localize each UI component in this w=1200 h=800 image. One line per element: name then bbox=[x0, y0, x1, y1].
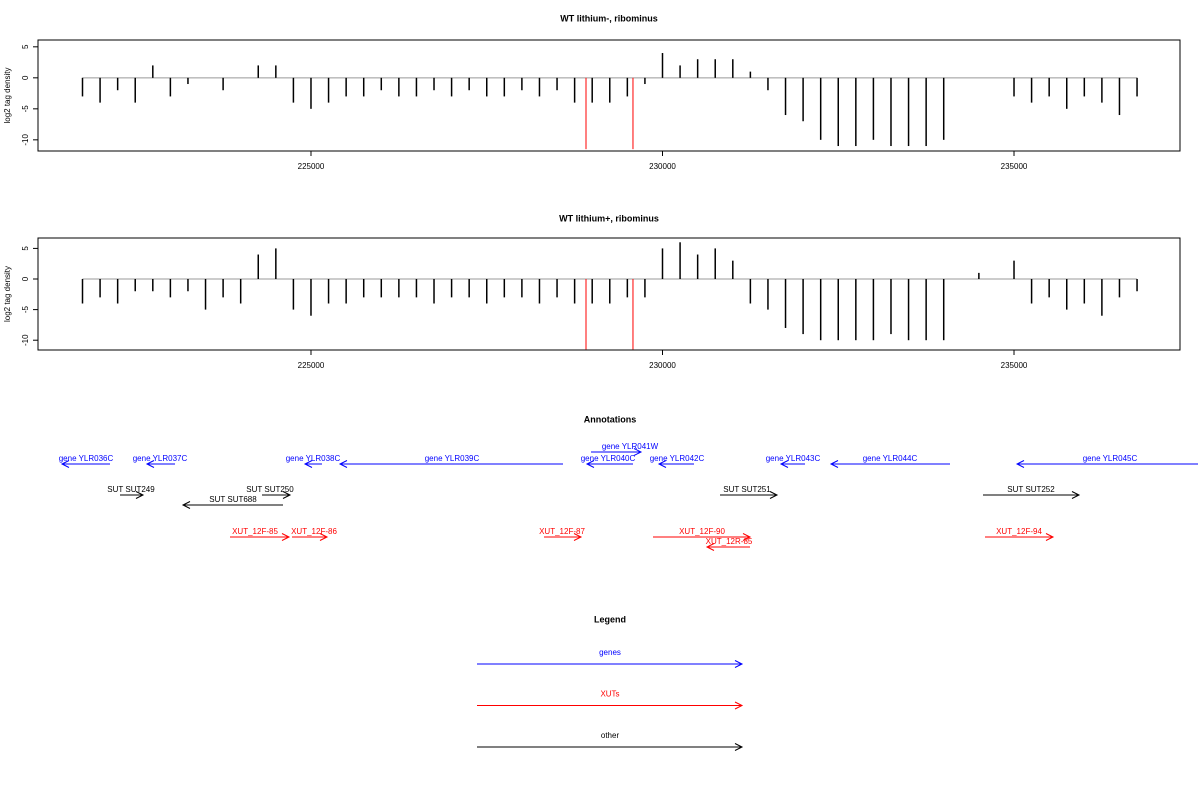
feature-label: gene YLR042C bbox=[650, 454, 705, 463]
feature-label: gene YLR045C bbox=[1083, 454, 1138, 463]
legend-label: genes bbox=[599, 648, 621, 657]
feature-arrow bbox=[120, 491, 145, 499]
feature-arrow bbox=[262, 491, 292, 499]
feature-arrow bbox=[338, 460, 563, 468]
y-tick-label: 0 bbox=[21, 75, 30, 80]
feature-label: SUT SUT249 bbox=[107, 485, 155, 494]
y-tick-label: -5 bbox=[21, 306, 30, 314]
feature-arrow bbox=[591, 448, 643, 456]
feature-label: XUT_12R-85 bbox=[706, 537, 753, 546]
legend-arrow bbox=[477, 701, 744, 710]
x-tick-label: 235000 bbox=[1001, 162, 1028, 171]
feature-arrow bbox=[829, 460, 950, 468]
legend-label: other bbox=[601, 731, 620, 740]
y-axis-label: log2 tag density bbox=[3, 266, 12, 322]
feature-label: XUT_12F-87 bbox=[539, 527, 585, 536]
feature-arrow bbox=[653, 533, 752, 541]
feature-label: XUT_12F-85 bbox=[232, 527, 278, 536]
chart-title: WT lithium+, ribominus bbox=[559, 213, 659, 223]
plot-frame bbox=[37, 39, 1181, 152]
y-tick-label: -10 bbox=[21, 134, 30, 146]
feature-label: gene YLR043C bbox=[766, 454, 821, 463]
feature-label: SUT SUT252 bbox=[1007, 485, 1055, 494]
feature-label: gene YLR044C bbox=[863, 454, 918, 463]
x-tick-label: 225000 bbox=[298, 162, 325, 171]
feature-arrow bbox=[145, 460, 175, 468]
feature-label: gene YLR038C bbox=[286, 454, 341, 463]
feature-arrow bbox=[544, 533, 583, 541]
plot-frame bbox=[37, 237, 1181, 351]
legend-arrow bbox=[477, 660, 744, 668]
annotations-title: Annotations bbox=[584, 414, 637, 424]
feature-label: gene YLR040C bbox=[581, 454, 636, 463]
feature-label: XUT_12F-86 bbox=[291, 527, 337, 536]
y-tick-label: 5 bbox=[21, 246, 30, 251]
feature-arrow bbox=[60, 460, 110, 468]
feature-label: XUT_12F-94 bbox=[996, 527, 1042, 536]
x-tick-label: 225000 bbox=[298, 361, 325, 370]
feature-arrow bbox=[983, 491, 1081, 499]
x-tick-label: 230000 bbox=[649, 162, 676, 171]
x-tick-label: 230000 bbox=[649, 361, 676, 370]
legend-title: Legend bbox=[594, 614, 626, 624]
feature-arrow bbox=[230, 533, 291, 541]
feature-arrow bbox=[657, 460, 694, 468]
y-tick-label: -10 bbox=[21, 334, 30, 346]
feature-arrow bbox=[985, 533, 1055, 541]
feature-label: gene YLR037C bbox=[133, 454, 188, 463]
feature-label: XUT_12F-90 bbox=[679, 527, 725, 536]
legend-label: XUTs bbox=[600, 690, 619, 699]
feature-label: SUT SUT251 bbox=[723, 485, 771, 494]
y-tick-label: -5 bbox=[21, 105, 30, 113]
feature-arrow bbox=[181, 501, 283, 509]
feature-label: gene YLR041W bbox=[602, 442, 659, 451]
feature-label: gene YLR039C bbox=[425, 454, 480, 463]
feature-label: SUT SUT250 bbox=[246, 485, 294, 494]
feature-arrow bbox=[303, 460, 322, 468]
feature-arrow bbox=[1015, 460, 1198, 468]
y-tick-label: 0 bbox=[21, 276, 30, 281]
y-axis-label: log2 tag density bbox=[3, 67, 12, 123]
chart-title: WT lithium-, ribominus bbox=[560, 13, 658, 23]
x-tick-label: 235000 bbox=[1001, 361, 1028, 370]
feature-arrow bbox=[779, 460, 805, 468]
feature-arrow bbox=[705, 543, 750, 551]
y-tick-label: 5 bbox=[21, 44, 30, 49]
legend-arrow bbox=[477, 743, 744, 751]
feature-arrow bbox=[720, 491, 779, 499]
feature-label: SUT SUT688 bbox=[209, 495, 257, 504]
feature-arrow bbox=[585, 460, 633, 468]
feature-label: gene YLR036C bbox=[59, 454, 114, 463]
feature-arrow bbox=[292, 533, 329, 541]
